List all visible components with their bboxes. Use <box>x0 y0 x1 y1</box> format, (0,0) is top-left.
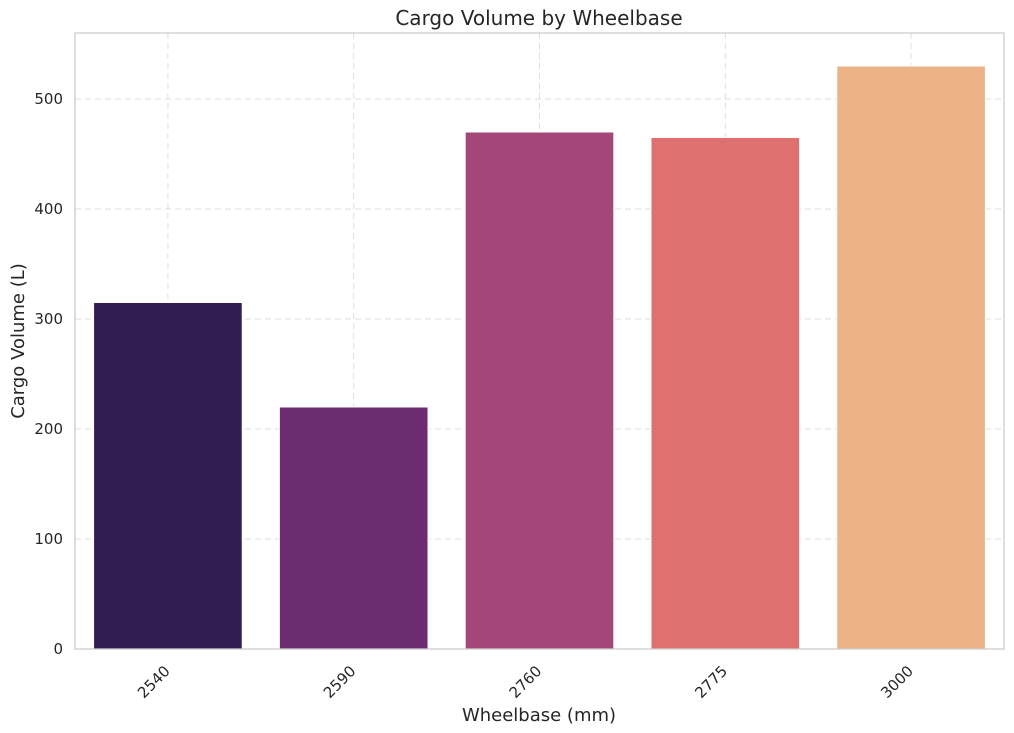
y-axis-label: Cargo Volume (L) <box>8 263 29 419</box>
bars <box>93 65 986 650</box>
y-tick-label: 0 <box>53 640 63 658</box>
x-axis-ticks: 2540 2590 2760 2775 3000 <box>134 662 917 702</box>
x-tick-label: 2540 <box>134 662 174 702</box>
y-tick-label: 400 <box>34 200 63 218</box>
plot-frame <box>74 32 1005 650</box>
x-tick-label: 3000 <box>877 662 917 702</box>
bar <box>93 302 243 650</box>
chart-title: Cargo Volume by Wheelbase <box>395 6 682 30</box>
bar <box>836 65 986 650</box>
x-tick-label: 2760 <box>506 662 546 702</box>
x-tick-label: 2590 <box>320 662 360 702</box>
y-tick-label: 200 <box>34 420 63 438</box>
y-tick-label: 500 <box>34 90 63 108</box>
bar <box>278 406 429 650</box>
bar <box>464 131 615 650</box>
x-tick-label: 2775 <box>691 662 731 702</box>
bar <box>650 137 801 650</box>
y-axis-ticks: 0 100 200 300 400 500 <box>34 90 63 658</box>
x-axis-label: Wheelbase (mm) <box>462 705 616 726</box>
y-tick-label: 300 <box>34 310 63 328</box>
y-tick-label: 100 <box>34 530 63 548</box>
